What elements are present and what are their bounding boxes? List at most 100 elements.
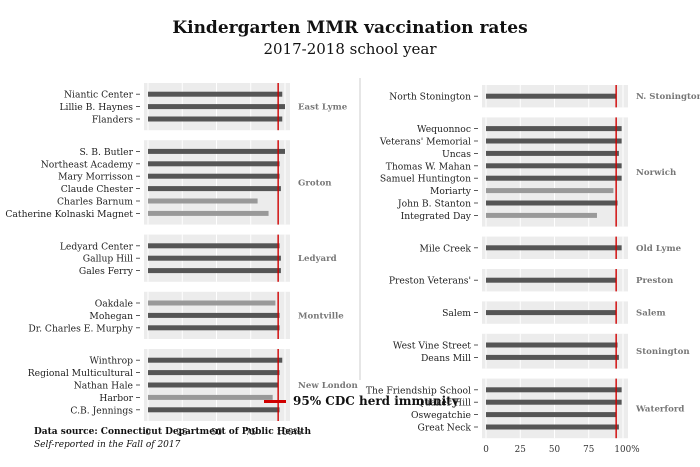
x-tick-label: 0 (145, 428, 151, 438)
school-bar (486, 175, 622, 181)
town-label: N. Stonington (636, 92, 700, 102)
school-bar (148, 394, 273, 400)
school-bar (148, 255, 281, 261)
school-label: Harbor (99, 393, 133, 404)
school-bar (148, 312, 280, 318)
school-bar (486, 277, 617, 283)
school-label: Mile Creek (419, 243, 471, 254)
town-label: Groton (298, 178, 332, 188)
school-label: North Stonington (389, 92, 471, 103)
school-bar (148, 161, 280, 167)
school-bar (148, 325, 280, 331)
school-bar (148, 148, 285, 154)
town-label: Ledyard (298, 254, 337, 264)
chart-subtitle: 2017-2018 school year (263, 40, 437, 58)
school-label: Ledyard Center (60, 241, 134, 252)
x-tick-label: 75 (245, 428, 256, 438)
school-bar (486, 126, 622, 132)
x-tick-label: 0 (483, 445, 489, 455)
school-label: Oswegatchie (411, 410, 471, 421)
x-tick-label: 50 (211, 428, 223, 438)
school-label: Great Neck (418, 423, 472, 434)
school-label: Moriarty (430, 186, 472, 197)
x-tick-label: 50 (549, 445, 561, 455)
x-tick-label: 25 (515, 445, 526, 455)
school-label: Lillie B. Haynes (59, 102, 133, 113)
school-bar (148, 382, 279, 388)
town-label: East Lyme (298, 103, 348, 113)
x-tick-label: 100% (276, 428, 301, 438)
school-label: Niantic Center (64, 90, 134, 101)
school-bar (148, 268, 281, 274)
school-bar (148, 116, 283, 122)
school-bar (486, 424, 619, 430)
school-label: The Friendship School (366, 385, 471, 396)
school-label: Gallup Hill (83, 254, 133, 265)
school-label: Gales Ferry (79, 266, 134, 277)
school-bar (148, 91, 283, 97)
school-label: C.B. Jennings (70, 405, 133, 416)
school-bar (486, 150, 619, 156)
legend-threshold-swatch (264, 399, 286, 403)
school-label: Claude Chester (61, 184, 134, 195)
school-bar (148, 370, 280, 376)
town-label: Old Lyme (636, 244, 682, 254)
school-bar (148, 186, 281, 192)
school-label: Deans Mill (421, 353, 471, 364)
school-label: Catherine Kolnaski Magnet (5, 209, 133, 220)
x-tick-label: 75 (583, 445, 594, 455)
school-label: John B. Stanton (397, 199, 471, 210)
school-label: Winthrop (89, 356, 133, 367)
school-label: Wequonnoc (417, 124, 471, 135)
town-label: Norwich (636, 168, 677, 178)
school-bar (486, 399, 622, 405)
school-label: Preston Veterans' (389, 276, 471, 287)
school-label: Northeast Academy (41, 159, 134, 170)
legend-label: 95% CDC herd immunity (293, 394, 459, 408)
school-bar (148, 357, 283, 363)
school-label: Thomas W. Mahan (386, 161, 471, 172)
school-label: Nathan Hale (74, 381, 133, 392)
school-label: Mary Morrisson (58, 172, 133, 183)
school-label: Integrated Day (401, 211, 472, 222)
town-label: Stonington (636, 347, 690, 357)
school-bar (486, 354, 619, 360)
school-bar (486, 138, 622, 144)
school-bar (486, 163, 622, 169)
chart-title: Kindergarten MMR vaccination rates (172, 18, 528, 38)
school-bar (148, 198, 258, 204)
school-label: Mohegan (89, 311, 133, 322)
x-tick-label: 100% (614, 445, 639, 455)
town-label: Waterford (635, 404, 684, 414)
school-bar (486, 200, 618, 206)
school-bar (486, 412, 617, 418)
school-label: Samuel Huntington (380, 174, 471, 185)
town-label: Salem (636, 309, 666, 319)
school-bar (486, 245, 622, 251)
school-bar (148, 173, 280, 179)
school-label: Regional Multicultural (28, 368, 133, 379)
school-bar (486, 310, 617, 316)
school-label: Veterans' Memorial (379, 137, 471, 148)
school-bar (486, 212, 597, 218)
school-label: S. B. Butler (79, 147, 133, 158)
school-label: Charles Barnum (57, 197, 133, 208)
school-label: Salem (442, 308, 471, 319)
school-bar (148, 210, 269, 216)
town-label: Preston (636, 276, 674, 286)
data-source: Data source: Connecticut Department of P… (34, 427, 312, 437)
legend: 95% CDC herd immunity (264, 394, 459, 408)
school-bar (148, 407, 280, 413)
source-note: Self-reported in the Fall of 2017 (34, 440, 181, 450)
school-bar (486, 387, 622, 393)
school-bar (148, 243, 280, 249)
school-label: West Vine Street (393, 341, 471, 352)
school-label: Dr. Charles E. Murphy (28, 323, 133, 334)
school-label: Flanders (92, 115, 133, 126)
school-label: Quaker Hill (417, 398, 471, 409)
school-bar (148, 300, 276, 306)
school-bar (486, 342, 618, 348)
x-tick-label: 25 (177, 428, 188, 438)
town-label: Montville (298, 311, 344, 321)
